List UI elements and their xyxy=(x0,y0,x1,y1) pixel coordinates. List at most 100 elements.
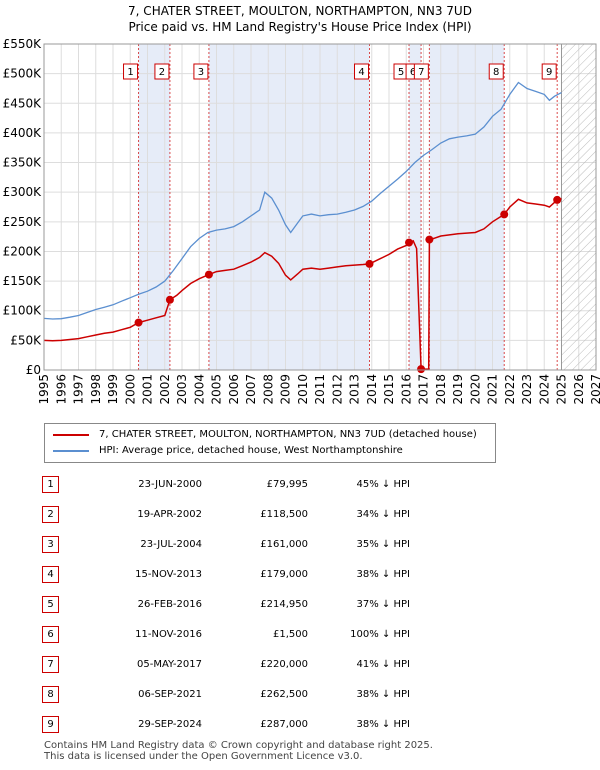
sale-hpi-diff: 45% ↓ HPI xyxy=(356,478,410,490)
x-tick-label: 2018 xyxy=(434,374,448,405)
x-tick-label: 1999 xyxy=(106,374,120,405)
x-tick-label: 2025 xyxy=(555,374,569,405)
sale-hpi-diff: 34% ↓ HPI xyxy=(356,508,410,520)
legend-item-price: 7, CHATER STREET, MOULTON, NORTHAMPTON, … xyxy=(53,427,477,443)
sale-number-label: 2 xyxy=(159,67,165,78)
y-tick-label: £300K xyxy=(3,185,43,199)
sale-hpi-diff: 38% ↓ HPI xyxy=(356,718,410,730)
x-tick-label: 2004 xyxy=(192,374,206,405)
sale-number-badge: 5 xyxy=(42,595,59,613)
y-tick-label: £200K xyxy=(3,244,43,258)
sale-number-label: 5 xyxy=(398,67,404,78)
x-tick-label: 2015 xyxy=(382,374,396,405)
footer-line1: Contains HM Land Registry data © Crown c… xyxy=(44,740,433,751)
sale-number-label: 6 xyxy=(410,67,416,78)
series-line-hpi xyxy=(43,81,562,320)
sale-date: 19-APR-2002 xyxy=(137,508,202,520)
sale-number-box xyxy=(123,63,139,80)
x-tick-label: 2009 xyxy=(279,374,293,405)
x-tick-label: 2001 xyxy=(141,374,155,405)
sale-marker xyxy=(365,259,374,268)
chart-legend: 7, CHATER STREET, MOULTON, NORTHAMPTON, … xyxy=(44,423,496,463)
sale-number-badge: 4 xyxy=(42,565,59,583)
sale-hpi-diff: 37% ↓ HPI xyxy=(356,598,410,610)
x-tick-label: 2024 xyxy=(537,374,551,405)
sale-number-box xyxy=(154,63,170,80)
table-row: 5 26-FEB-2016 £214,950 37% ↓ HPI xyxy=(40,589,410,619)
sale-price: £287,000 xyxy=(260,718,308,730)
table-row: 3 23-JUL-2004 £161,000 35% ↓ HPI xyxy=(40,529,410,559)
x-tick-label: 2022 xyxy=(503,374,517,405)
table-row: 9 29-SEP-2024 £287,000 38% ↓ HPI xyxy=(40,709,410,739)
sales-table: 1 23-JUN-2000 £79,995 45% ↓ HPI 2 19-APR… xyxy=(40,469,410,739)
y-tick-label: £400K xyxy=(3,126,43,140)
table-row: 1 23-JUN-2000 £79,995 45% ↓ HPI xyxy=(40,469,410,499)
sale-number-badge: 6 xyxy=(42,625,59,643)
sale-number-badge: 7 xyxy=(42,655,59,673)
x-tick-label: 2005 xyxy=(210,374,224,405)
sale-date: 06-SEP-2021 xyxy=(138,688,202,700)
sale-number-badge: 1 xyxy=(42,475,59,493)
sale-hpi-diff: 38% ↓ HPI xyxy=(356,688,410,700)
x-tick-label: 2026 xyxy=(572,374,586,405)
sale-date: 11-NOV-2016 xyxy=(135,628,202,640)
sale-marker xyxy=(204,270,213,279)
sale-number-label: 3 xyxy=(198,67,204,78)
y-tick-label: £250K xyxy=(3,215,43,229)
chart-title-line2: Price paid vs. HM Land Registry's House … xyxy=(128,20,472,34)
table-row: 8 06-SEP-2021 £262,500 38% ↓ HPI xyxy=(40,679,410,709)
sale-number-badge: 3 xyxy=(42,535,59,553)
y-tick-label: £550K xyxy=(3,37,43,51)
projection-hatch xyxy=(561,44,596,370)
sale-marker xyxy=(553,195,562,204)
sale-date: 29-SEP-2024 xyxy=(138,718,202,730)
sale-number-box xyxy=(354,63,370,80)
x-tick-label: 2008 xyxy=(261,374,275,405)
x-tick-label: 2027 xyxy=(589,374,600,405)
sale-price: £262,500 xyxy=(260,688,308,700)
legend-swatch-hpi xyxy=(53,450,89,452)
footer-attribution: Contains HM Land Registry data © Crown c… xyxy=(44,740,433,762)
x-tick-label: 2013 xyxy=(348,374,362,405)
y-tick-label: £150K xyxy=(3,274,43,288)
x-tick-label: 2016 xyxy=(399,374,413,405)
sale-number-box xyxy=(193,63,209,80)
x-tick-label: 2012 xyxy=(330,374,344,405)
y-tick-label: £500K xyxy=(3,67,43,81)
chart-title-line1: 7, CHATER STREET, MOULTON, NORTHAMPTON, … xyxy=(128,4,472,18)
sale-date: 05-MAY-2017 xyxy=(136,658,202,670)
sale-number-box xyxy=(541,63,557,80)
sale-price: £220,000 xyxy=(260,658,308,670)
legend-item-hpi: HPI: Average price, detached house, West… xyxy=(53,443,403,459)
sale-date: 23-JUL-2004 xyxy=(140,538,202,550)
sale-number-label: 9 xyxy=(546,67,552,78)
x-tick-label: 1998 xyxy=(89,374,103,405)
table-row: 7 05-MAY-2017 £220,000 41% ↓ HPI xyxy=(40,649,410,679)
sale-hpi-diff: 38% ↓ HPI xyxy=(356,568,410,580)
sale-number-badge: 9 xyxy=(42,715,59,733)
x-tick-label: 1996 xyxy=(54,374,68,405)
x-tick-label: 2023 xyxy=(520,374,534,405)
sale-date: 15-NOV-2013 xyxy=(135,568,202,580)
sale-marker xyxy=(134,318,143,327)
y-tick-label: £0 xyxy=(26,363,41,377)
x-tick-label: 1995 xyxy=(37,374,51,405)
x-tick-label: 2011 xyxy=(313,374,327,405)
x-tick-label: 2010 xyxy=(296,374,310,405)
sale-price: £118,500 xyxy=(260,508,308,520)
sale-price: £1,500 xyxy=(273,628,308,640)
x-tick-label: 2014 xyxy=(365,374,379,405)
sale-number-box xyxy=(413,63,429,80)
sale-marker xyxy=(165,295,174,304)
plot-frame xyxy=(43,43,597,371)
sale-price: £179,000 xyxy=(260,568,308,580)
x-tick-label: 2006 xyxy=(227,374,241,405)
shaded-period xyxy=(429,44,505,370)
y-tick-label: £350K xyxy=(3,156,43,170)
sale-number-label: 4 xyxy=(358,67,364,78)
y-tick-label: £50K xyxy=(10,333,42,347)
sale-price: £214,950 xyxy=(260,598,308,610)
table-row: 6 11-NOV-2016 £1,500 100% ↓ HPI xyxy=(40,619,410,649)
x-tick-label: 2017 xyxy=(417,374,431,405)
